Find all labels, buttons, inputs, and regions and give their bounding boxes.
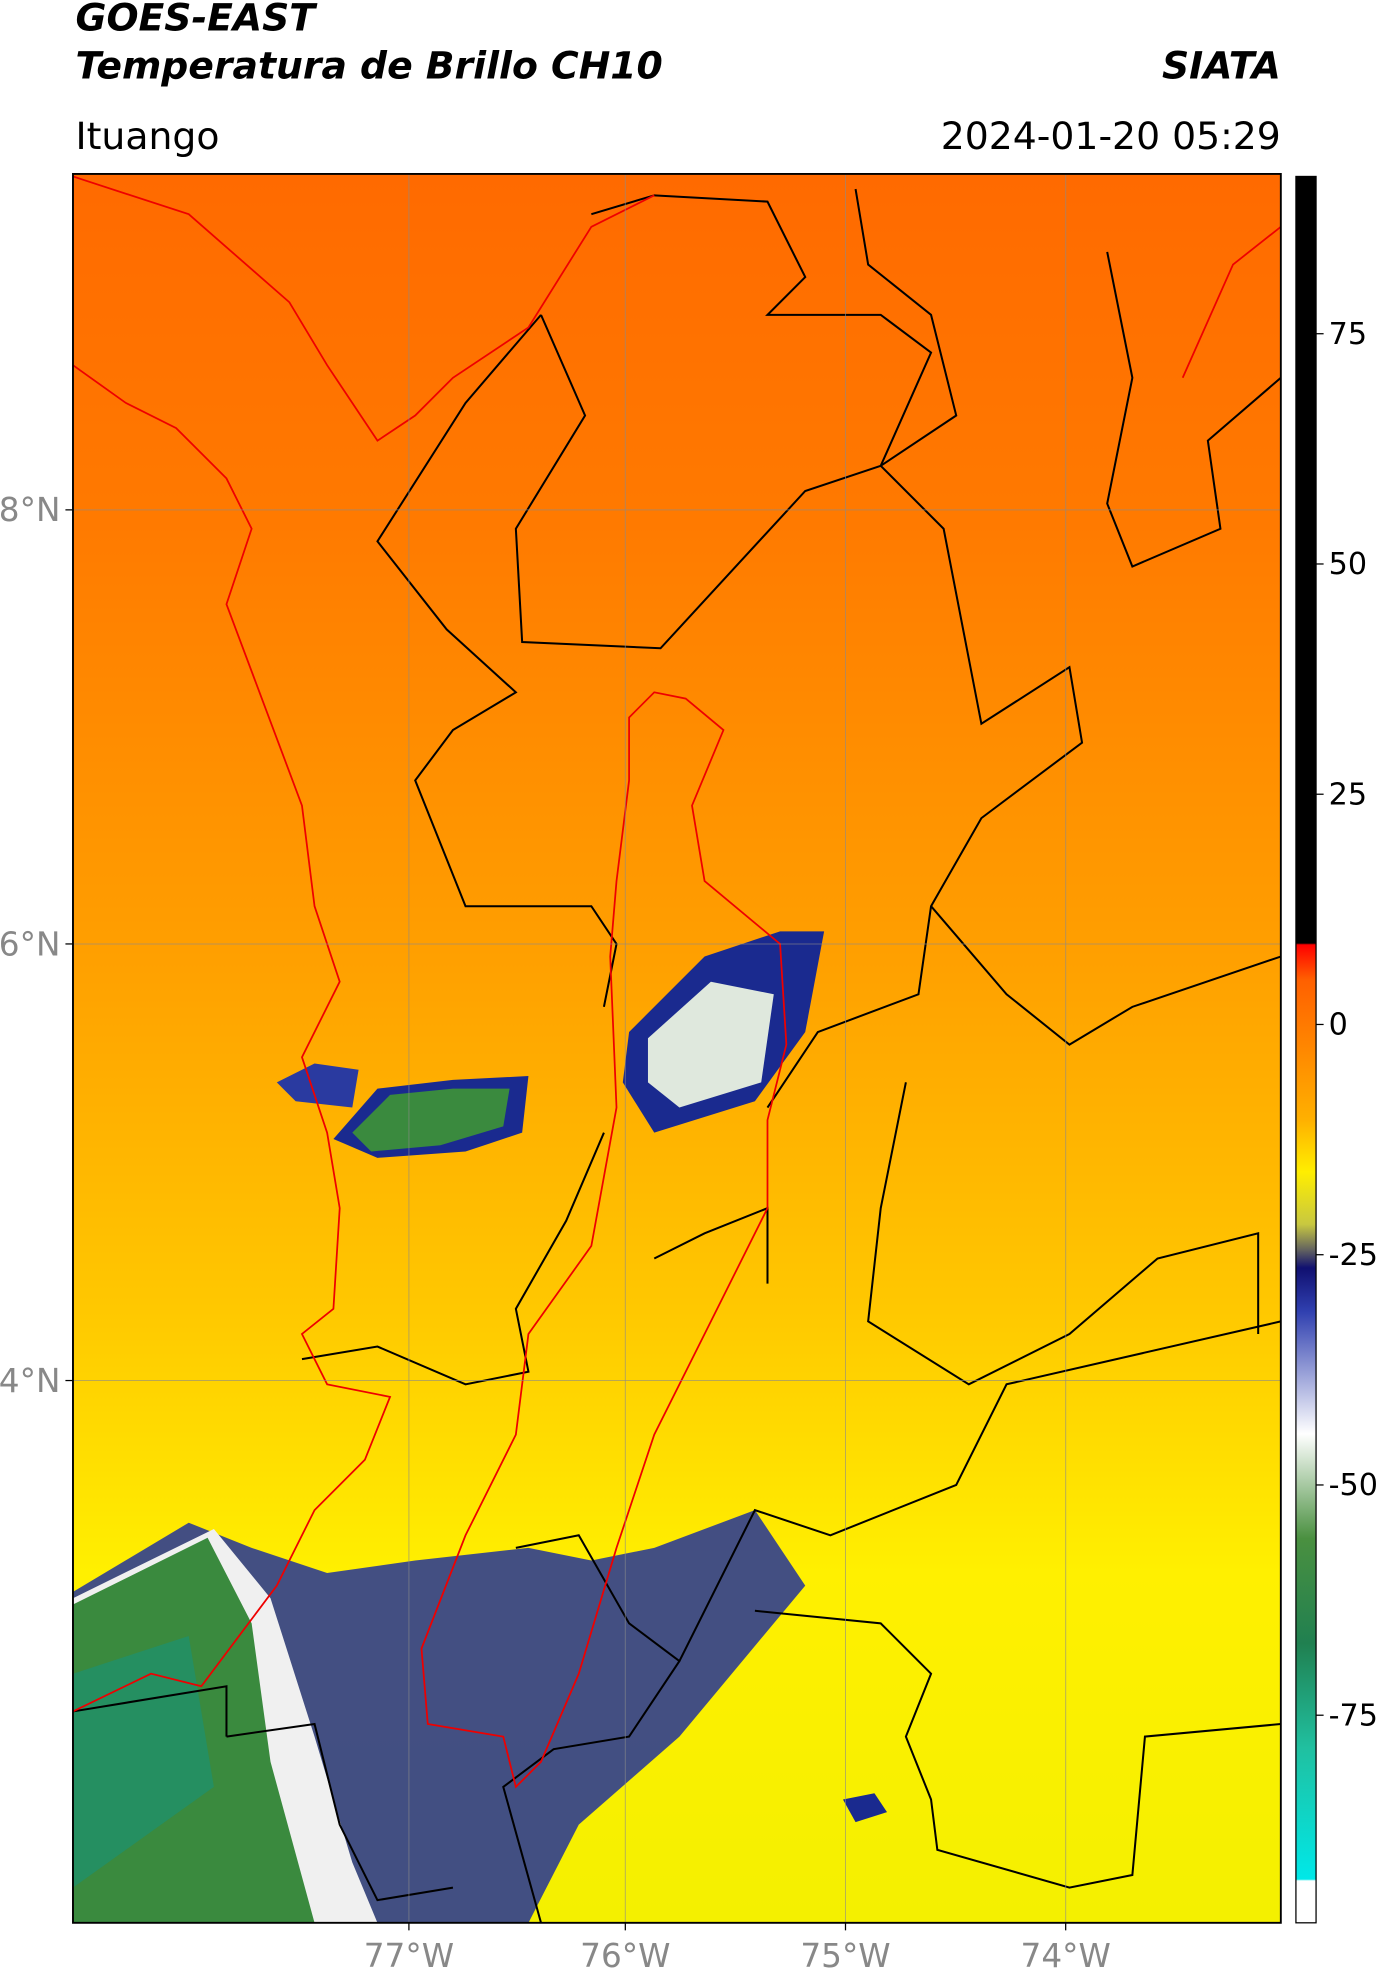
- subtitle: Temperatura de Brillo CH10: [75, 43, 662, 87]
- colorbar-label: -75: [1329, 1698, 1378, 1733]
- border: [754, 1609, 1281, 1889]
- coastline: [72, 364, 392, 1713]
- map: [72, 173, 1281, 1923]
- graticule: [72, 173, 1281, 1923]
- colorbar-label: 50: [1329, 547, 1367, 582]
- colorbar-label: 0: [1329, 1008, 1348, 1043]
- cloud-core: [647, 981, 774, 1108]
- colorbar: [1295, 175, 1317, 1924]
- location: Ituango: [75, 114, 219, 158]
- colorbar-label: -25: [1329, 1238, 1378, 1273]
- border: [301, 1132, 605, 1386]
- border: [514, 194, 933, 650]
- map-frame: [72, 172, 1282, 1924]
- border: [226, 1722, 454, 1902]
- border: [854, 188, 958, 467]
- lat-label: 4°N: [0, 1362, 60, 1400]
- coastline: [72, 175, 655, 442]
- source: SIATA: [1162, 43, 1281, 87]
- lat-label: 6°N: [0, 925, 60, 963]
- lon-label: 76°W: [580, 1937, 670, 1975]
- border: [678, 1320, 1281, 1662]
- clouds: [72, 931, 888, 1923]
- cloud-top: [72, 1635, 214, 1888]
- borders: [72, 188, 1281, 1923]
- basin-outline: [420, 691, 788, 1789]
- lat-label: 8°N: [0, 491, 60, 529]
- colorbar-label: -50: [1329, 1468, 1378, 1503]
- border: [502, 1534, 681, 1923]
- border: [72, 1685, 228, 1737]
- coastline: [72, 175, 1281, 1789]
- lon-label: 75°W: [800, 1937, 890, 1975]
- coastline: [1181, 226, 1281, 379]
- border: [376, 314, 618, 1008]
- datetime: 2024-01-20 05:29: [941, 114, 1281, 158]
- title: GOES-EAST: [75, 0, 318, 40]
- colorbar-label: 75: [1329, 317, 1367, 352]
- border: [1106, 251, 1281, 568]
- cloud-cell: [276, 1063, 359, 1108]
- lon-label: 77°W: [364, 1937, 454, 1975]
- cloud-cell: [842, 1793, 888, 1823]
- border: [766, 465, 1084, 1109]
- border: [867, 1082, 1260, 1386]
- border: [653, 1206, 769, 1284]
- colorbar-label: 25: [1329, 777, 1367, 812]
- border: [930, 905, 1281, 1046]
- lon-label: 74°W: [1021, 1937, 1111, 1975]
- cloud-top: [352, 1088, 510, 1152]
- labels: 8°N 6°N 4°N 77°W 76°W 75°W 74°W 75 50 25 0 -25 -50 -7…: [0, 317, 1378, 1975]
